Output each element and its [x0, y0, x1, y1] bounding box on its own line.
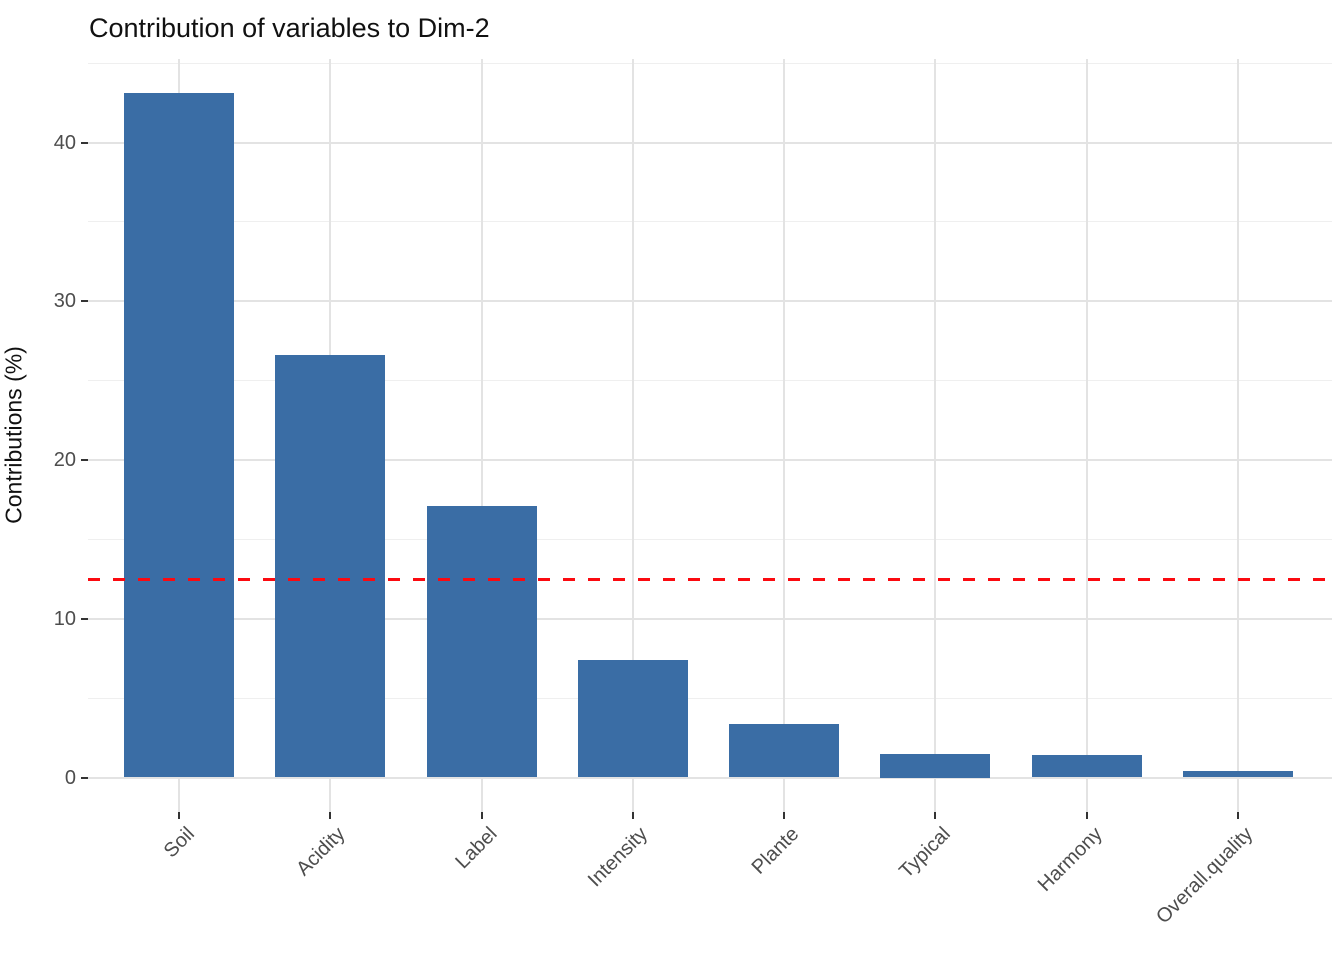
y-tick-label: 20	[53, 449, 76, 471]
bar-plante	[729, 723, 840, 778]
y-tick-label: 40	[53, 131, 76, 154]
bar-intensity	[577, 660, 688, 778]
y-tick-label: 10	[53, 607, 76, 630]
x-axis-tick	[329, 812, 332, 819]
gridline-vertical	[480, 59, 483, 812]
x-axis-tick	[480, 812, 483, 819]
y-axis-title: Contributions (%)	[0, 346, 27, 524]
gridline-major	[88, 300, 1332, 303]
x-tick-label: Acidity	[292, 823, 350, 881]
y-axis-tick	[81, 617, 88, 620]
x-tick-label: Overall.quality	[1152, 823, 1258, 929]
x-tick-label: Intensity	[584, 823, 653, 892]
gridline-vertical	[1085, 59, 1088, 812]
gridline-vertical	[934, 59, 937, 812]
gridline-vertical	[1237, 59, 1239, 812]
gridline-vertical	[783, 59, 786, 812]
gridline-major	[88, 776, 1332, 779]
bar-overall-quality	[1183, 771, 1293, 778]
x-axis-tick	[783, 812, 786, 819]
gridline-minor	[88, 62, 1332, 64]
bar-acidity	[275, 355, 386, 778]
gridline-minor	[88, 380, 1332, 382]
y-tick-label: 0	[64, 766, 76, 789]
x-tick-label: Label	[450, 823, 502, 874]
gridline-major	[88, 459, 1332, 461]
y-axis-tick	[81, 459, 88, 461]
x-tick-label: Typical	[895, 823, 955, 883]
reference-line	[88, 577, 1332, 581]
x-tick-label: Soil	[159, 823, 199, 863]
bar-label	[426, 506, 537, 778]
x-axis-tick	[934, 812, 937, 819]
bar-soil	[124, 93, 234, 778]
x-tick-label: Plante	[748, 823, 804, 879]
y-axis-tick	[81, 141, 88, 144]
x-axis-tick	[1237, 812, 1239, 819]
x-tick-label: Harmony	[1033, 823, 1107, 896]
gridline-minor	[88, 538, 1332, 540]
bar-typical	[880, 753, 991, 778]
plot-panel	[88, 59, 1332, 812]
chart-title: Contribution of variables to Dim-2	[89, 13, 490, 43]
x-axis-tick	[631, 812, 634, 819]
gridline-minor	[88, 221, 1332, 223]
gridline-minor	[88, 697, 1332, 699]
y-tick-label: 30	[53, 290, 76, 313]
x-axis-tick	[178, 812, 180, 819]
gridline-vertical	[631, 59, 634, 812]
gridline-major	[88, 141, 1332, 144]
gridline-major	[88, 617, 1332, 620]
bar-harmony	[1031, 755, 1142, 778]
y-axis-tick	[81, 776, 88, 779]
y-axis-tick	[81, 300, 88, 303]
x-axis-tick	[1085, 812, 1088, 819]
